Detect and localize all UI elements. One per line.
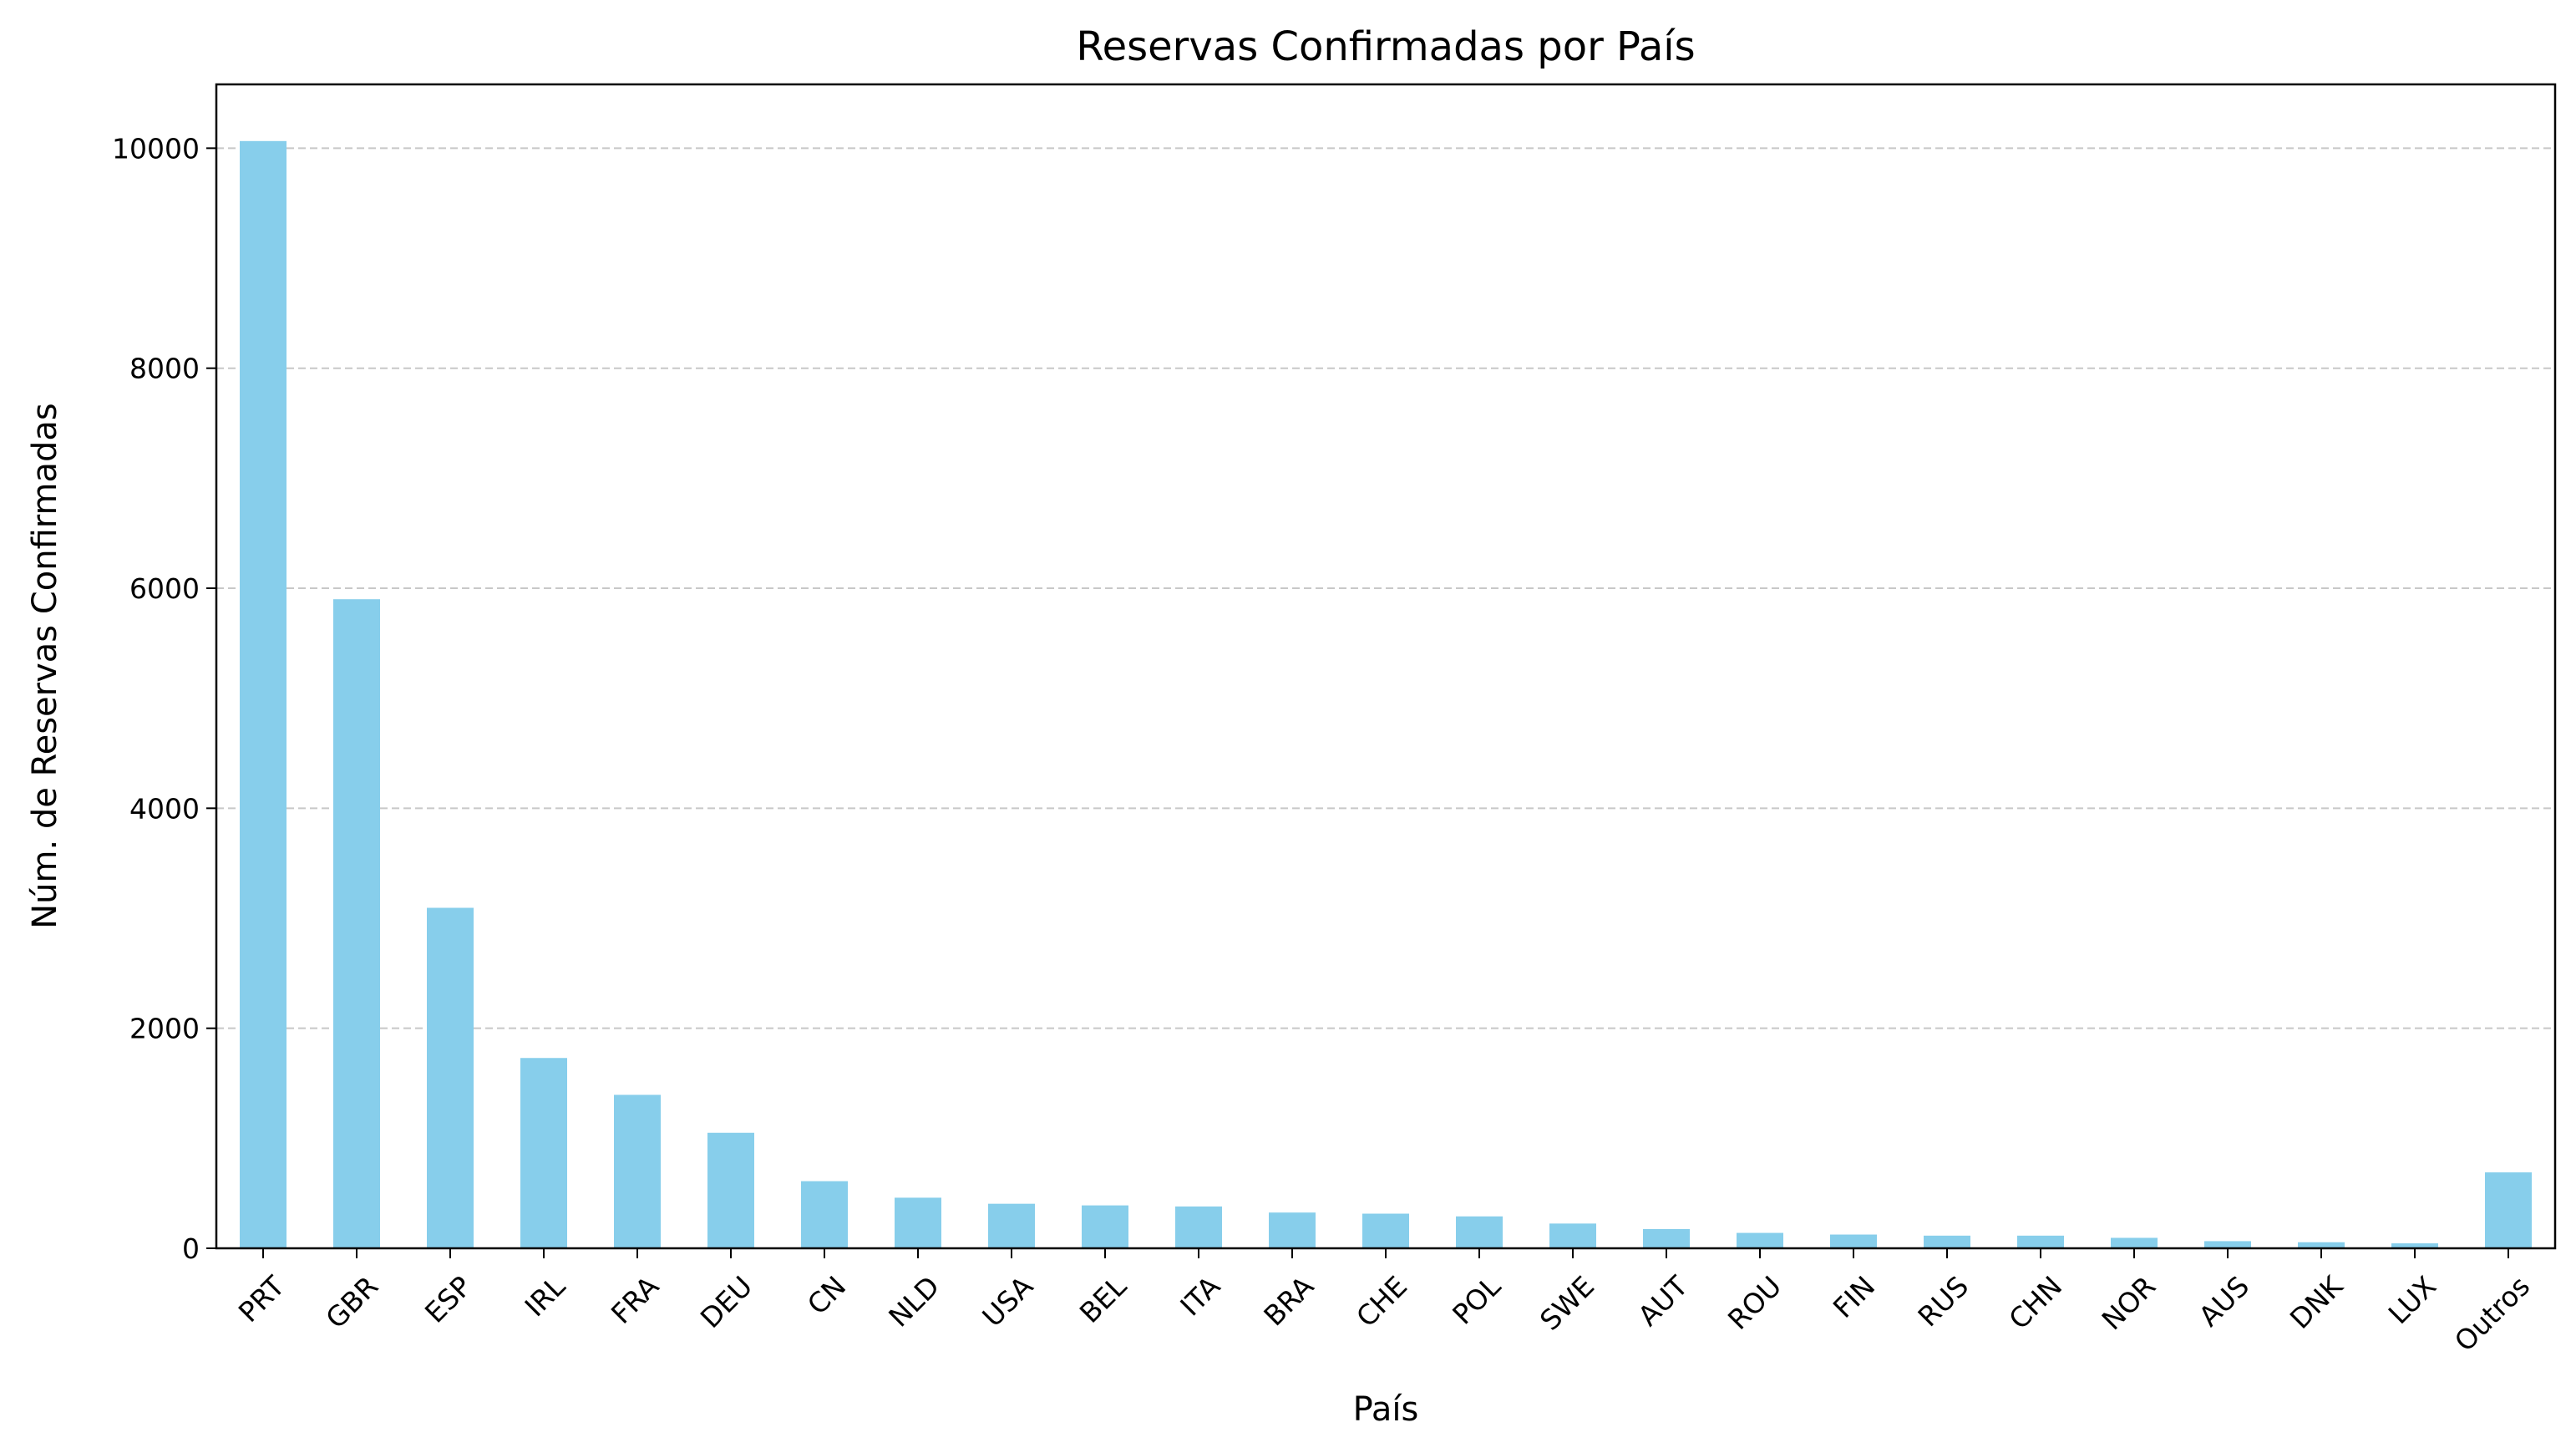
bar-bra	[1269, 1212, 1316, 1248]
x-tick-label: IRL	[519, 1269, 572, 1323]
x-tick-label: DNK	[2284, 1269, 2350, 1335]
y-tick-label: 8000	[129, 353, 200, 385]
x-tick-label: POL	[1446, 1269, 1507, 1330]
x-tick-label: ESP	[418, 1270, 478, 1329]
bar-che	[1362, 1213, 1409, 1248]
x-tick-label: BEL	[1073, 1269, 1133, 1329]
bar-esp	[427, 907, 474, 1248]
bar-rou	[1737, 1232, 1783, 1248]
bars	[240, 140, 2532, 1248]
chart-title: Reservas Confirmadas por País	[1076, 23, 1695, 70]
x-axis: PRT GBR ESP IRL FRA DEU CN NLD USA BEL ITA BRA CHE PO…	[232, 1248, 2536, 1358]
grid-lines	[216, 147, 2555, 1029]
x-tick-label: NOR	[2096, 1270, 2163, 1337]
bar-lux	[2391, 1243, 2438, 1248]
y-tick-label: 10000	[112, 132, 200, 165]
bar-ita	[1175, 1206, 1222, 1248]
y-tick-label: 0	[182, 1232, 200, 1265]
bar-usa	[988, 1203, 1035, 1248]
bar-nor	[2111, 1237, 2158, 1248]
y-tick-label: 2000	[129, 1013, 200, 1045]
bar-bel	[1082, 1205, 1128, 1248]
x-tick-label: FIN	[1827, 1270, 1881, 1324]
x-tick-label: CHN	[2002, 1270, 2068, 1336]
x-tick-label: DEU	[694, 1270, 758, 1334]
bar-fra	[614, 1095, 661, 1248]
x-tick-label: Outros	[2448, 1270, 2536, 1358]
y-axis-title: Núm. de Reservas Confirmadas	[26, 403, 64, 929]
bar-nld	[895, 1197, 941, 1248]
bar-pol	[1456, 1216, 1503, 1248]
x-tick-label: AUS	[2193, 1270, 2255, 1333]
x-tick-label: NLD	[882, 1270, 946, 1334]
bar-cn	[801, 1181, 848, 1248]
x-axis-title: País	[1353, 1390, 1419, 1429]
x-tick-label: CN	[801, 1270, 852, 1321]
bar-fin	[1830, 1234, 1877, 1248]
x-tick-label: SWE	[1534, 1270, 1600, 1337]
x-tick-label: BRA	[1257, 1269, 1320, 1332]
bar-chn	[2017, 1235, 2064, 1248]
x-tick-label: LUX	[2382, 1270, 2442, 1330]
x-tick-label: USA	[976, 1269, 1039, 1333]
x-tick-label: ROU	[1722, 1270, 1787, 1336]
y-axis: 0 2000 4000 6000 8000 10000	[112, 132, 216, 1265]
bar-outros	[2485, 1172, 2532, 1248]
y-tick-label: 4000	[129, 792, 200, 825]
bar-prt	[240, 140, 287, 1248]
x-tick-label: RUS	[1912, 1270, 1975, 1334]
bar-aut	[1643, 1228, 1690, 1248]
bar-rus	[1924, 1235, 1970, 1248]
x-tick-label: ITA	[1174, 1269, 1226, 1322]
x-tick-label: AUT	[1631, 1269, 1694, 1332]
bar-gbr	[333, 599, 380, 1248]
x-tick-label: PRT	[232, 1269, 292, 1329]
y-tick-label: 6000	[129, 572, 200, 605]
x-tick-label: GBR	[319, 1270, 384, 1335]
x-tick-label: CHE	[1350, 1270, 1413, 1334]
bar-swe	[1549, 1223, 1596, 1248]
bar-dnk	[2298, 1242, 2345, 1248]
x-tick-label: FRA	[605, 1269, 666, 1330]
bar-aus	[2204, 1241, 2251, 1248]
bar-irl	[520, 1058, 567, 1248]
bar-deu	[707, 1132, 754, 1248]
